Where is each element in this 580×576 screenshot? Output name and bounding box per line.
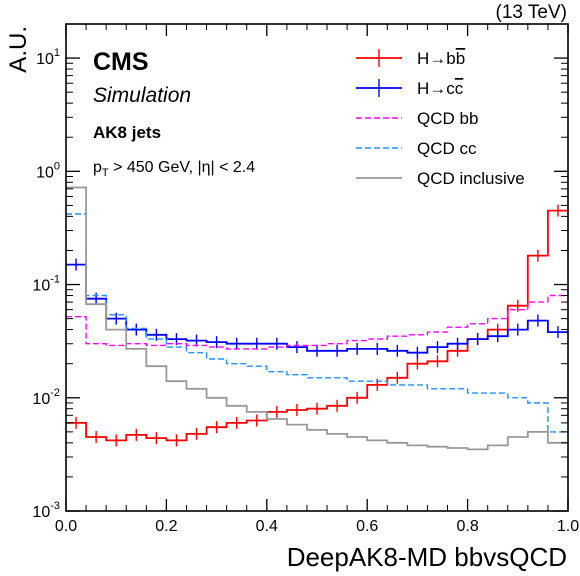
- simulation-label: Simulation: [93, 84, 191, 107]
- cut-label-pt-sub: T: [102, 167, 109, 179]
- y-tick-label: 101: [36, 47, 60, 68]
- legend-label-1: H→cc: [417, 79, 464, 98]
- series-line-4: [66, 186, 568, 451]
- cut-label-pt: p: [93, 159, 102, 176]
- y-tick-label: 10-2: [32, 387, 60, 408]
- y-tick-label: 100: [36, 160, 60, 181]
- plot-frame: [65, 23, 569, 512]
- tick-layer: 0.0 0.2 0.4 0.6 0.8 1.0 10-3 10-2 10-1 100 101: [32, 23, 579, 535]
- cms-label: CMS: [93, 48, 149, 76]
- cut-label: pT > 450 GeV, |η| < 2.4: [93, 159, 255, 179]
- jet-label: AK8 jets: [93, 123, 161, 142]
- legend-label-3: QCD cc: [417, 139, 477, 158]
- x-tick-label: 0.4: [256, 518, 278, 535]
- legend-label-4: QCD inclusive: [417, 169, 525, 188]
- x-tick-label: 0.2: [155, 518, 177, 535]
- y-tick-label: 10-3: [32, 500, 60, 521]
- energy-label: (13 TeV): [496, 2, 567, 23]
- series-layer: [66, 186, 568, 451]
- plot-area: 0.0 0.2 0.4 0.6 0.8 1.0 10-3 10-2 10-1 100 101: [32, 23, 579, 535]
- legend-label-0: H→bb: [417, 49, 465, 68]
- x-tick-label: 0.6: [356, 518, 378, 535]
- cut-label-rest: > 450 GeV, |η| < 2.4: [109, 159, 256, 176]
- legend: H→bb H→cc QCD bb QCD cc QCD inclusive: [356, 49, 525, 188]
- series-line-3: [66, 213, 568, 433]
- legend-label-2: QCD bb: [417, 109, 478, 128]
- x-axis-label: DeepAK8-MD bbvsQCD: [287, 542, 567, 572]
- x-tick-label: 0.8: [456, 518, 478, 535]
- x-tick-label: 1.0: [557, 518, 579, 535]
- x-tick-label: 0.0: [55, 518, 77, 535]
- y-tick-label: 10-1: [32, 274, 60, 295]
- series-line-2: [66, 294, 568, 350]
- y-axis-label: A.U.: [5, 26, 32, 73]
